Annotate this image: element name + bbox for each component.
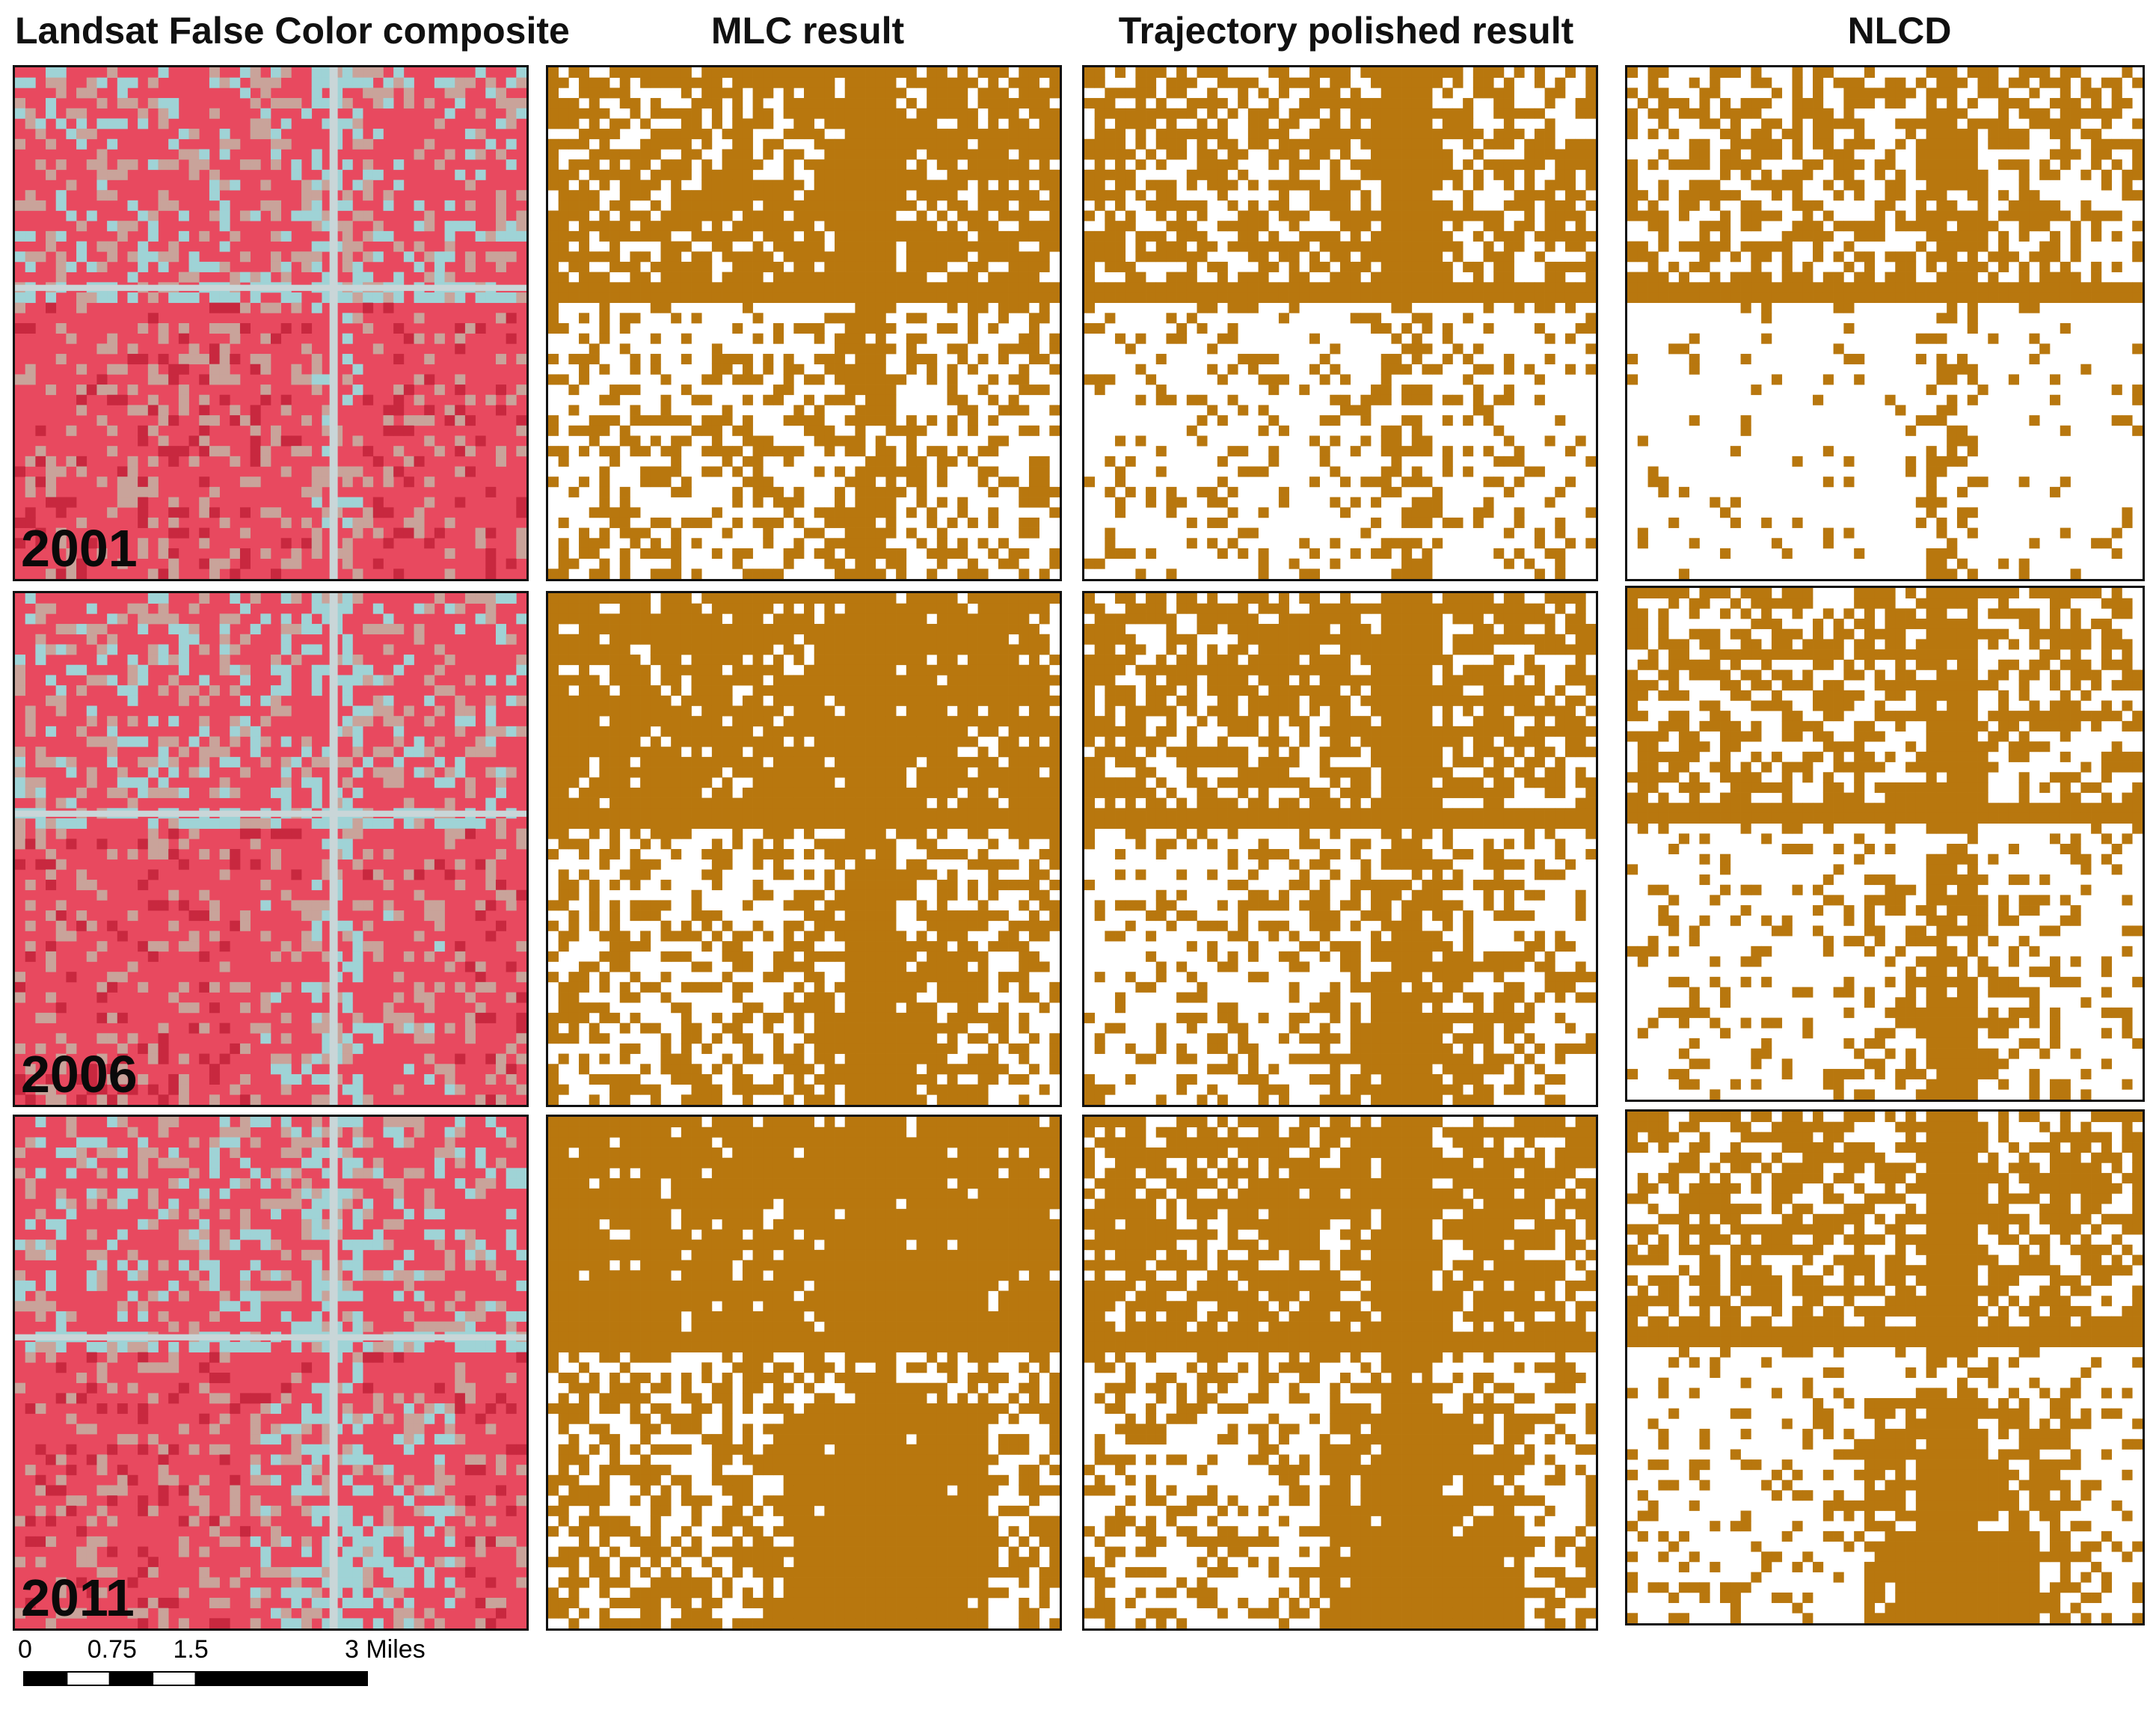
scale-bar-segments bbox=[23, 1671, 368, 1686]
nlcd-map-2001 bbox=[1627, 67, 2143, 579]
composite-raster bbox=[15, 1117, 526, 1628]
composite-map-2006 bbox=[15, 593, 526, 1105]
scale-bar: 0 0.75 1.5 3 Miles bbox=[18, 1635, 426, 1686]
nlcd-raster bbox=[1627, 588, 2143, 1100]
year-label-2011: 2011 bbox=[21, 1569, 135, 1627]
nlcd-raster bbox=[1627, 1112, 2143, 1623]
scale-segment bbox=[194, 1671, 368, 1686]
panel-trajectory-2006 bbox=[1082, 591, 1598, 1107]
mlc-map-2006 bbox=[548, 593, 1060, 1105]
year-label-2001: 2001 bbox=[21, 519, 138, 577]
trajectory-map-2001 bbox=[1084, 67, 1596, 579]
trajectory-map-2011 bbox=[1084, 1117, 1596, 1628]
column-title-nlcd: NLCD bbox=[1847, 10, 1952, 52]
panel-trajectory-2001 bbox=[1082, 65, 1598, 581]
year-label-2006: 2006 bbox=[21, 1045, 138, 1103]
nlcd-map-2011 bbox=[1627, 1112, 2143, 1623]
scale-segment bbox=[66, 1671, 111, 1686]
nlcd-raster bbox=[1627, 67, 2143, 579]
nlcd-map-2006 bbox=[1627, 588, 2143, 1100]
panel-nlcd-2001 bbox=[1625, 65, 2145, 581]
panel-mlc-2006 bbox=[546, 591, 1062, 1107]
mlc-map-2011 bbox=[548, 1117, 1060, 1628]
column-title-mlc: MLC result bbox=[710, 10, 905, 52]
trajectory-raster bbox=[1084, 67, 1596, 579]
scale-segment bbox=[108, 1671, 154, 1686]
panel-composite-2006: 2006 bbox=[13, 591, 529, 1107]
panel-composite-2001: 2001 bbox=[13, 65, 529, 581]
panel-mlc-2001 bbox=[546, 65, 1062, 581]
composite-map-2001 bbox=[15, 67, 526, 579]
column-title-trajectory: Trajectory polished result bbox=[1118, 10, 1574, 52]
panel-composite-2011: 2011 bbox=[13, 1115, 529, 1631]
scale-label-0: 0 bbox=[18, 1635, 32, 1664]
panel-trajectory-2011 bbox=[1082, 1115, 1598, 1631]
composite-map-2011 bbox=[15, 1117, 526, 1628]
scale-label-3-miles: 3 Miles bbox=[345, 1635, 426, 1664]
panel-nlcd-2006 bbox=[1625, 586, 2145, 1102]
scale-label-1-5: 1.5 bbox=[173, 1635, 209, 1664]
panel-mlc-2011 bbox=[546, 1115, 1062, 1631]
panel-nlcd-2011 bbox=[1625, 1109, 2145, 1625]
scale-segment bbox=[23, 1671, 68, 1686]
mlc-raster bbox=[548, 67, 1060, 579]
mlc-raster bbox=[548, 1117, 1060, 1628]
scale-segment bbox=[152, 1671, 197, 1686]
mlc-raster bbox=[548, 593, 1060, 1105]
composite-raster bbox=[15, 593, 526, 1105]
trajectory-raster bbox=[1084, 1117, 1596, 1628]
composite-raster bbox=[15, 67, 526, 579]
trajectory-raster bbox=[1084, 593, 1596, 1105]
mlc-map-2001 bbox=[548, 67, 1060, 579]
scale-label-0-75: 0.75 bbox=[87, 1635, 137, 1664]
trajectory-map-2006 bbox=[1084, 593, 1596, 1105]
column-title-composite: Landsat False Color composite bbox=[15, 10, 570, 52]
